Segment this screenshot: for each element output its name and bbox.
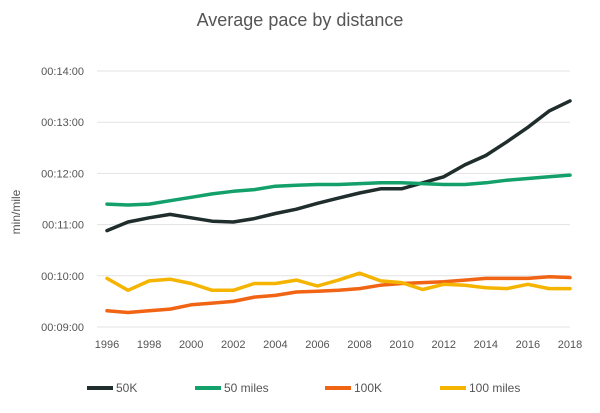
x-tick-label: 2018 xyxy=(558,339,582,351)
series-lines xyxy=(105,99,572,315)
grid-lines xyxy=(97,70,570,328)
x-axis-ticks: 1996 1998 2000 2002 2004 2006 2008 2010 2012 2014… xyxy=(95,339,582,351)
y-tick-label: 00:13:00 xyxy=(41,117,84,129)
x-tick-label: 2014 xyxy=(474,339,498,351)
chart-title: Average pace by distance xyxy=(197,10,404,30)
x-tick-label: 2000 xyxy=(179,339,203,351)
x-tick-label: 2008 xyxy=(347,339,371,351)
y-axis-ticks: 00:09:00 00:10:00 00:11:00 00:12:00 00:13:00… xyxy=(41,66,84,334)
x-tick-label: 2002 xyxy=(221,339,245,351)
series-line-50k xyxy=(105,99,572,233)
y-tick-label: 00:10:00 xyxy=(41,271,84,283)
y-axis-label: min/mile xyxy=(9,189,23,234)
x-tick-label: 2012 xyxy=(431,339,455,351)
x-tick-label: 1998 xyxy=(137,339,161,351)
y-tick-label: 00:12:00 xyxy=(41,168,84,180)
legend-label: 100K xyxy=(354,381,382,395)
y-tick-label: 00:09:00 xyxy=(41,322,84,334)
x-tick-label: 2006 xyxy=(305,339,329,351)
legend-label: 50 miles xyxy=(224,381,269,395)
y-tick-label: 00:11:00 xyxy=(42,220,84,232)
series-line-100k xyxy=(105,274,572,315)
x-tick-label: 2004 xyxy=(263,339,287,351)
legend-label: 100 miles xyxy=(469,381,520,395)
x-tick-label: 2010 xyxy=(389,339,413,351)
legend-label: 50K xyxy=(116,381,137,395)
x-tick-label: 1996 xyxy=(95,339,119,351)
x-tick-label: 2016 xyxy=(516,339,540,351)
series-line-100-miles xyxy=(105,271,572,293)
series-line-50-miles xyxy=(105,173,572,207)
y-tick-label: 00:14:00 xyxy=(41,66,84,78)
legend: 50K 50 miles 100K 100 miles xyxy=(87,381,520,395)
